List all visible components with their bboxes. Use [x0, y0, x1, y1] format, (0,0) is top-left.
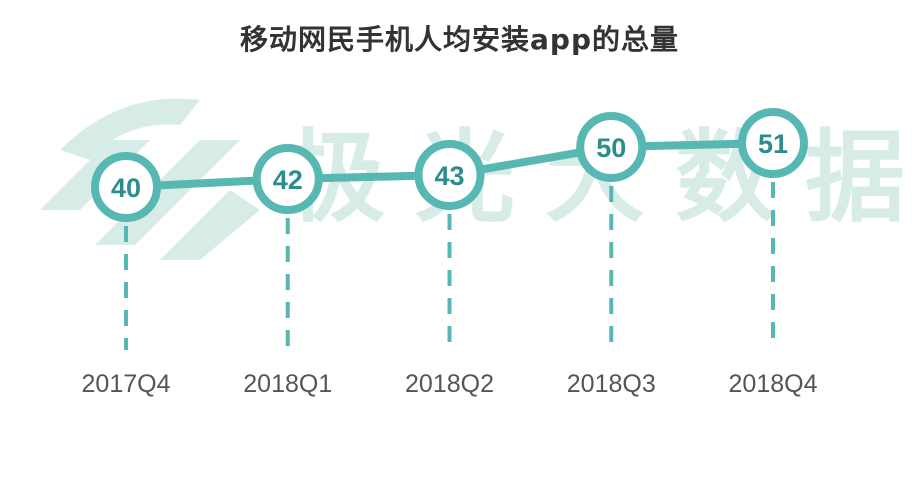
data-label: 42: [273, 165, 303, 195]
data-markers: 40 42 43 50 51: [91, 108, 808, 222]
data-label: 40: [111, 173, 141, 203]
x-tick-label: 2018Q4: [729, 370, 818, 398]
data-label: 50: [596, 133, 626, 163]
data-point-marker: [414, 140, 485, 210]
x-tick-label: 2018Q3: [567, 370, 656, 398]
data-point-marker: [91, 152, 161, 222]
data-point-marker: [252, 144, 323, 214]
data-point-marker: [738, 108, 808, 178]
x-tick-label: 2018Q1: [243, 370, 332, 398]
x-tick-label: 2018Q2: [405, 370, 494, 398]
data-label: 43: [434, 161, 464, 191]
data-point-marker: [576, 112, 647, 182]
data-label: 51: [758, 129, 788, 159]
x-tick-label: 2017Q4: [82, 370, 171, 398]
drop-lines: [124, 182, 775, 350]
chart-title: 移动网民手机人均安装app的总量: [240, 23, 679, 56]
x-axis: 2017Q4 2018Q1 2018Q2 2018Q3 2018Q4: [82, 370, 818, 398]
